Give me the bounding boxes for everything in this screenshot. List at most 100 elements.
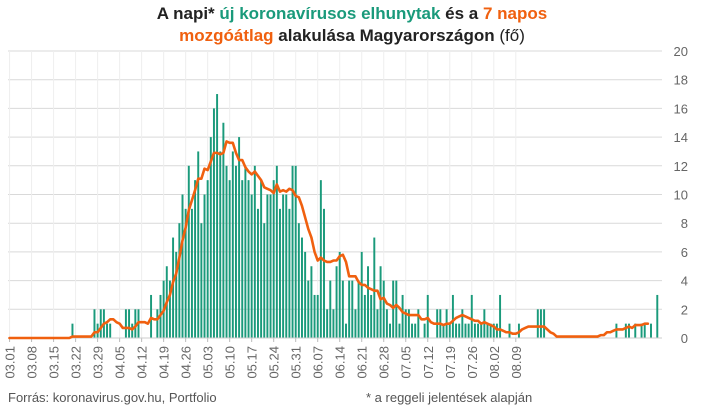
bar: [71, 323, 74, 338]
source-note: Forrás: koronavirus.gov.hu, Portfolio: [8, 390, 217, 405]
bar: [395, 280, 398, 338]
bar: [536, 309, 539, 338]
bar: [367, 266, 369, 338]
bar: [184, 208, 187, 338]
y-tick-label: 8: [681, 216, 688, 231]
bar: [480, 323, 483, 338]
bar: [477, 323, 480, 338]
bar: [656, 294, 659, 338]
bar: [250, 194, 253, 338]
y-tick-label: 6: [681, 245, 688, 260]
bar: [407, 309, 410, 338]
bar: [483, 309, 486, 338]
bar: [134, 309, 137, 338]
bar: [326, 309, 329, 338]
title-segment: és a: [440, 4, 483, 23]
bar: [461, 309, 464, 338]
bar: [495, 323, 498, 338]
x-tick-label: 05.03: [201, 346, 216, 379]
x-tick-label: 03.15: [47, 346, 62, 379]
bar: [275, 165, 278, 338]
bar: [200, 223, 203, 338]
bar: [417, 309, 420, 338]
bar: [442, 323, 445, 338]
bar: [404, 309, 407, 338]
x-tick-label: 07.12: [421, 346, 436, 379]
bar: [316, 294, 319, 338]
x-tick-label: 04.19: [157, 346, 172, 379]
title-segment: mozgóátlag: [179, 26, 274, 45]
x-tick-label: 05.31: [289, 346, 304, 379]
x-tick-label: 06.14: [333, 346, 348, 379]
title-segment: (fő): [499, 26, 525, 45]
bar: [363, 294, 366, 338]
x-tick-label: 05.17: [245, 346, 260, 379]
bar: [238, 137, 241, 338]
x-tick-label: 04.05: [113, 346, 128, 379]
bar: [234, 165, 237, 338]
bar: [228, 180, 231, 338]
bar: [329, 280, 332, 338]
bar: [109, 323, 112, 338]
bar: [282, 194, 285, 338]
y-tick-label: 0: [681, 331, 688, 346]
x-tick-label: 06.28: [377, 346, 392, 379]
bar: [307, 280, 310, 338]
x-tick-label: 03.29: [91, 346, 106, 379]
x-tick-label: 06.21: [355, 346, 370, 379]
bar: [332, 309, 335, 338]
bar: [640, 323, 643, 338]
y-tick-label: 2: [681, 302, 688, 317]
bar: [539, 309, 542, 338]
x-tick-label: 03.08: [25, 346, 40, 379]
bar: [263, 223, 266, 338]
bar: [470, 294, 473, 338]
y-tick-label: 16: [674, 101, 688, 116]
x-tick-label: 07.26: [465, 346, 480, 379]
bar: [187, 165, 190, 338]
bar: [643, 323, 646, 338]
bar: [628, 323, 630, 338]
bar: [379, 266, 382, 338]
bar: [194, 180, 197, 338]
x-tick-label: 05.24: [267, 346, 282, 379]
bar: [414, 323, 417, 338]
bar: [389, 323, 391, 338]
bar: [279, 208, 281, 338]
bar: [508, 323, 511, 338]
x-tick-label: 08.09: [509, 346, 524, 379]
x-tick-label: 03.22: [69, 346, 84, 379]
bar: [297, 223, 300, 338]
bar: [93, 309, 96, 338]
y-tick-label: 18: [674, 73, 688, 88]
bar: [401, 294, 404, 338]
bar: [219, 151, 222, 338]
bar: [489, 323, 492, 338]
bar: [150, 294, 153, 338]
bar: [426, 294, 429, 338]
bar: [499, 294, 502, 338]
bar: [269, 194, 272, 338]
bar: [175, 251, 178, 338]
chart-title-line-1: A napi* új koronavírusos elhunytak és a …: [0, 3, 704, 25]
bar: [212, 108, 215, 339]
footnote: * a reggeli jelentések alapján: [366, 390, 533, 405]
bar: [310, 266, 313, 338]
bar: [455, 323, 458, 338]
bar: [370, 294, 373, 338]
bar: [304, 251, 307, 338]
bar: [285, 194, 288, 338]
bar: [253, 165, 256, 338]
bar: [357, 280, 360, 338]
bar: [181, 194, 184, 338]
bar: [351, 280, 354, 338]
bar: [348, 280, 351, 338]
bar: [382, 280, 385, 338]
x-tick-label: 07.05: [399, 346, 414, 379]
bar: [216, 94, 219, 338]
y-tick-label: 10: [674, 188, 688, 203]
bar: [272, 180, 275, 338]
bar: [206, 180, 209, 338]
bar: [451, 294, 454, 338]
bar: [244, 165, 247, 338]
